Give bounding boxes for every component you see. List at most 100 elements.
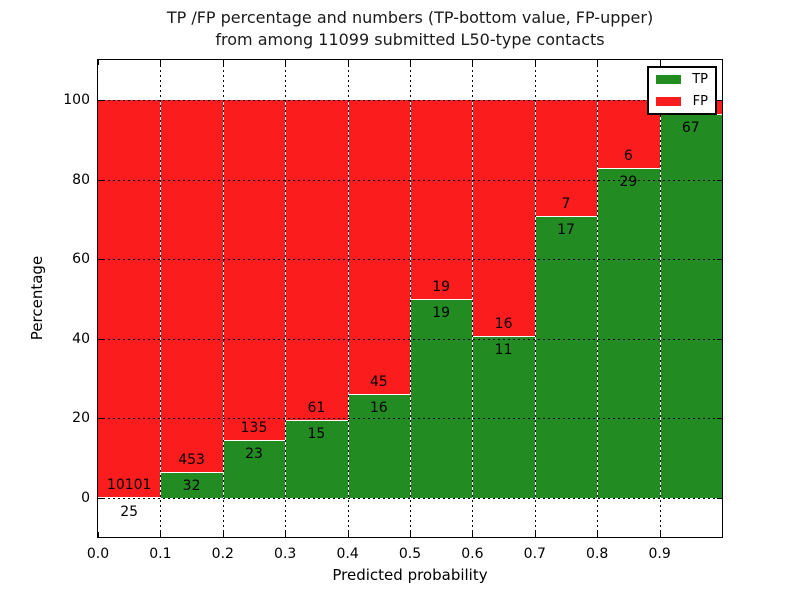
tp-count-label-9: 67: [681, 120, 700, 136]
x-tick-bottom-0.4: [347, 532, 349, 537]
x-tick-bottom-0.1: [160, 532, 162, 537]
y-tick-label-60: 60: [72, 251, 90, 268]
tp-count-label-0: 25: [120, 504, 139, 520]
bar-segment-tp-2: [222, 440, 286, 498]
tp-count-label-1: 32: [182, 478, 201, 494]
x-tick-top-0.3: [285, 60, 287, 65]
x-tick-bottom-0.5: [410, 532, 411, 537]
x-tick-label-0.0: 0.0: [86, 546, 110, 562]
bar-edge-0: [98, 497, 161, 498]
x-tick-label-0.8: 0.8: [586, 546, 609, 562]
gridline-x-0.1: [160, 60, 162, 537]
x-tick-top-0.5: [410, 60, 411, 65]
fp-count-label-7: 7: [561, 196, 571, 212]
bar-edge-6: [472, 336, 535, 337]
x-axis-label: Predicted probability: [332, 566, 488, 584]
bar-edge-7: [534, 216, 598, 217]
y-tick-left-60: [98, 259, 103, 261]
x-tick-label-0.1: 0.1: [149, 546, 172, 562]
y-tick-left-0: [98, 498, 103, 499]
gridline-x-0.3: [285, 60, 287, 537]
y-tick-right-40: [717, 338, 722, 340]
tp-count-label-2: 23: [245, 446, 263, 462]
tp-count-label-8: 29: [619, 174, 638, 190]
x-tick-label-0.3: 0.3: [274, 546, 297, 562]
y-axis-label: Percentage: [28, 255, 46, 341]
bar-segment-tp-4: [347, 394, 410, 498]
gridline-x-0.5: [410, 60, 411, 537]
gridline-x-0.2: [222, 60, 224, 537]
x-tick-label-0.5: 0.5: [398, 546, 422, 562]
x-tick-top-0.2: [222, 60, 224, 65]
chart-title-line1: TP /FP percentage and numbers (TP-bottom…: [166, 8, 654, 27]
x-tick-label-0.6: 0.6: [461, 546, 484, 562]
fp-count-label-4: 45: [369, 374, 388, 390]
legend-label-fp: FP: [692, 93, 708, 109]
fp-color-swatch: [656, 96, 681, 106]
gridline-x-0.9: [659, 60, 661, 537]
x-tick-top-0.4: [347, 60, 349, 65]
gridline-x-0.7: [534, 60, 536, 537]
bar-segment-tp-8: [597, 168, 660, 498]
gridline-y-60: [98, 259, 722, 261]
bar-edge-8: [597, 168, 660, 169]
bar-segment-tp-7: [534, 216, 598, 498]
chart-title: TP /FP percentage and numbers (TP-bottom…: [98, 7, 722, 51]
gridline-y-40: [98, 338, 722, 340]
bar-segment-tp-9: [659, 114, 722, 498]
tp-count-label-5: 19: [432, 305, 451, 321]
tp-color-swatch: [656, 75, 681, 85]
bar-edge-3: [285, 420, 348, 421]
fp-count-label-3: 61: [307, 400, 326, 416]
bar-segment-tp-6: [472, 336, 535, 498]
x-tick-bottom-0.3: [285, 532, 287, 537]
y-tick-label-20: 20: [72, 410, 90, 427]
bar-segment-fp-5: [410, 100, 473, 299]
fp-count-label-0: 10101: [106, 477, 152, 493]
gridline-y-100: [98, 100, 722, 101]
chart-title-line2: from among 11099 submitted L50-type cont…: [215, 30, 605, 49]
x-tick-top-0.9: [659, 60, 661, 65]
gridline-y-20: [98, 418, 722, 420]
bar-segment-fp-4: [347, 100, 410, 394]
x-tick-bottom-0.6: [472, 532, 474, 537]
gridline-y-80: [98, 179, 722, 181]
tp-count-label-7: 17: [557, 222, 575, 238]
x-tick-top-0.8: [597, 60, 599, 65]
fp-count-label-8: 6: [623, 148, 633, 164]
x-tick-bottom-0.2: [222, 532, 224, 537]
x-tick-top-0.1: [160, 60, 162, 65]
x-tick-label-0.7: 0.7: [523, 546, 546, 562]
y-tick-left-100: [98, 100, 103, 101]
x-tick-bottom-0.7: [534, 532, 536, 537]
bar-segment-tp-5: [410, 299, 473, 498]
x-tick-bottom-0.0: [98, 532, 99, 537]
x-tick-bottom-0.8: [597, 532, 599, 537]
legend-entry-tp: TP: [649, 72, 715, 87]
bar-segment-fp-7: [534, 100, 598, 216]
bar-segment-fp-1: [160, 100, 223, 472]
x-tick-top-0.6: [472, 60, 474, 65]
y-tick-left-40: [98, 338, 103, 340]
y-tick-left-20: [98, 418, 103, 420]
y-tick-right-20: [717, 418, 722, 420]
y-tick-left-80: [98, 179, 103, 181]
x-tick-label-0.9: 0.9: [648, 546, 671, 562]
gridline-x-0.6: [472, 60, 474, 537]
x-tick-bottom-0.9: [659, 532, 661, 537]
bar-segment-tp-1: [160, 472, 223, 498]
legend-entry-fp: FP: [649, 94, 715, 109]
tp-count-label-6: 11: [494, 342, 513, 358]
y-tick-label-40: 40: [72, 330, 90, 347]
legend: TP FP: [647, 66, 717, 115]
y-tick-label-0: 0: [81, 490, 90, 506]
y-tick-right-100: [717, 100, 722, 101]
bar-edge-5: [410, 299, 473, 300]
bar-segment-fp-6: [472, 100, 535, 336]
bar-segment-tp-3: [285, 420, 348, 498]
bar-segment-fp-2: [222, 100, 286, 440]
x-tick-top-0.7: [534, 60, 536, 65]
plot-area: 10101 25 453 32 135 23 61 15 45 16 19 19 16 11 7 17 6 29 6…: [97, 59, 723, 538]
legend-label-tp: TP: [692, 72, 708, 88]
